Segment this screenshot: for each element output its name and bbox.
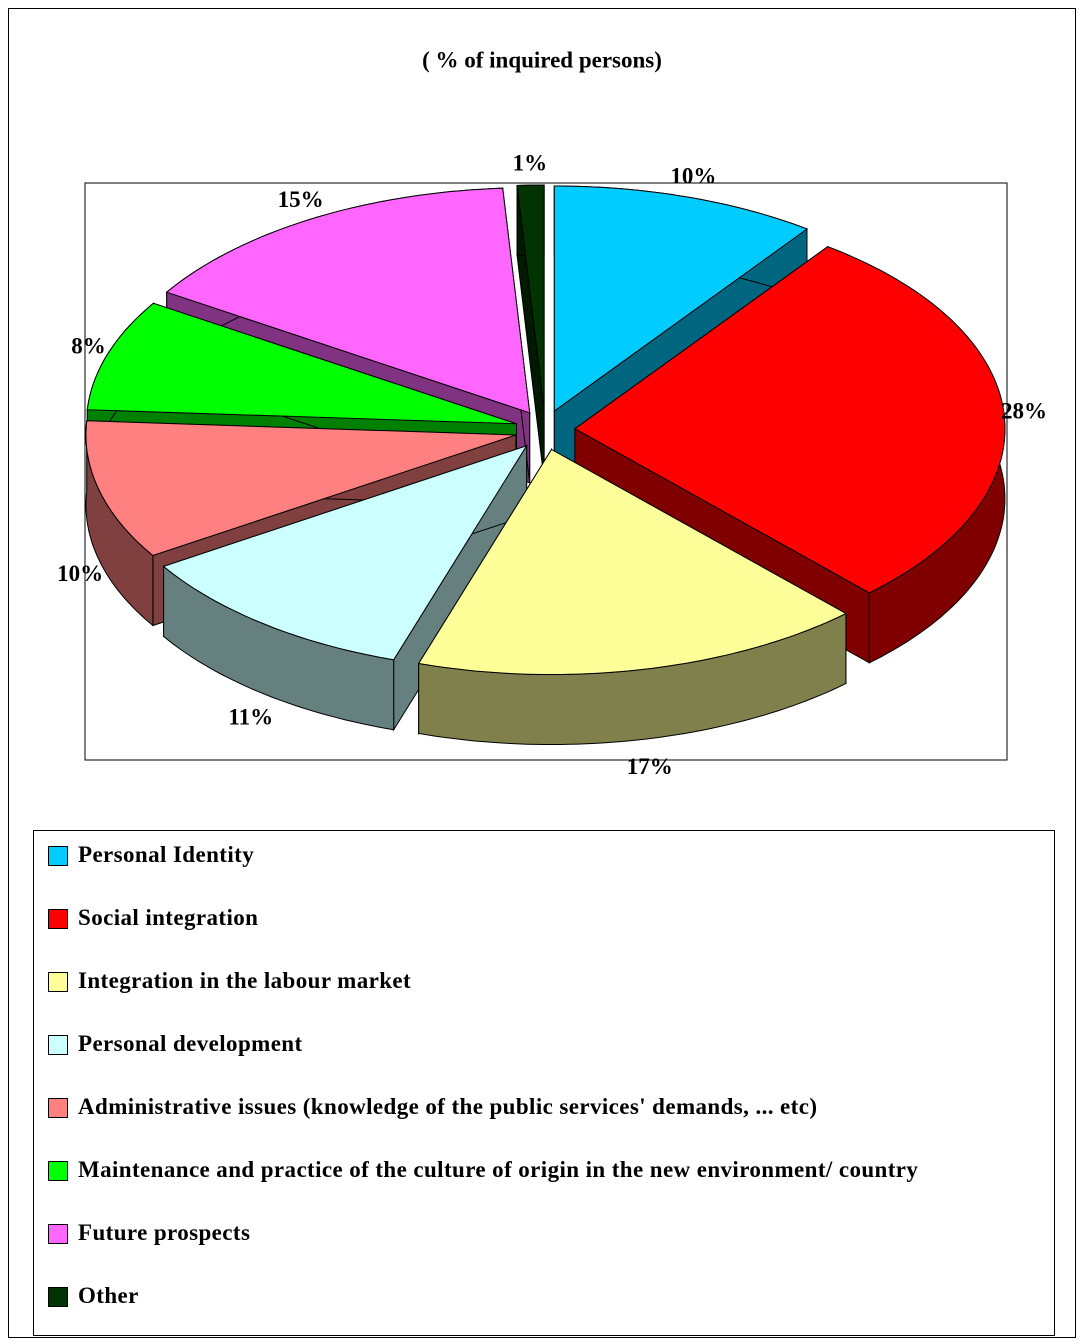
legend-label: Future prospects: [78, 1220, 251, 1245]
slice: [417, 448, 847, 675]
legend-label: Other: [78, 1283, 139, 1308]
legend-label: Personal Identity: [78, 842, 255, 867]
chart-frame: [8, 8, 1076, 1338]
data-label: 15%: [278, 187, 324, 212]
legend-swatch: [48, 1161, 68, 1181]
slice: [162, 444, 528, 661]
slice: [86, 302, 517, 425]
slice: [573, 246, 1006, 594]
legend-swatch: [48, 1224, 68, 1244]
legend-label: Integration in the labour market: [78, 968, 412, 993]
data-label: 1%: [513, 150, 548, 175]
legend-label: Personal development: [78, 1031, 303, 1056]
slice: [165, 187, 531, 414]
chart-title: ( % of inquired persons): [422, 47, 662, 72]
legend-swatch: [48, 1098, 68, 1118]
legend-label: Maintenance and practice of the culture …: [78, 1157, 919, 1182]
data-label: 10%: [670, 163, 716, 188]
legend-label: Administrative issues (knowledge of the …: [78, 1094, 818, 1119]
data-label: 17%: [627, 754, 673, 779]
data-label: 11%: [228, 705, 273, 730]
legend-swatch: [48, 1035, 68, 1055]
plot-area: [84, 182, 1008, 761]
legend-swatch: [48, 972, 68, 992]
data-label: 10%: [57, 561, 103, 586]
chart: ( % of inquired persons) 10% 28% 17% 11% 10%…: [57, 47, 1047, 779]
slice: [553, 185, 809, 412]
legend-swatch: [48, 909, 68, 929]
slice: [85, 420, 517, 557]
legend: Personal Identity Social integration Integ…: [33, 830, 1055, 1336]
legend-swatch: [48, 1287, 68, 1307]
legend-swatch: [48, 846, 68, 866]
data-label: 8%: [71, 333, 106, 358]
data-label: 28%: [1001, 399, 1047, 424]
slice: [516, 184, 545, 411]
legend-label: Social integration: [78, 905, 259, 930]
